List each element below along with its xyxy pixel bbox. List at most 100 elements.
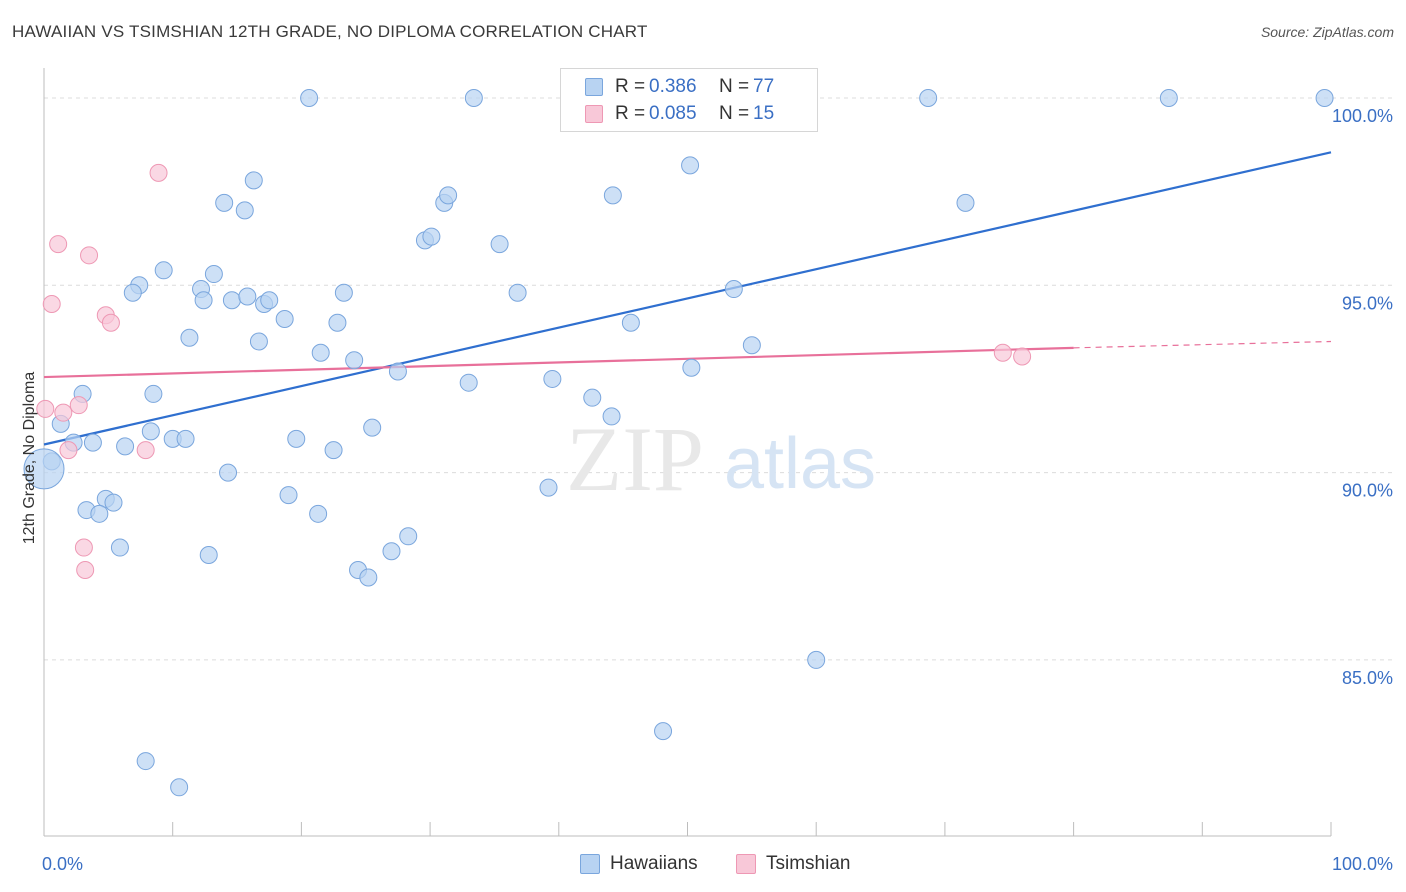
hawaiians-point: [742, 336, 761, 355]
series-swatch-hawaiians: [580, 854, 600, 874]
x-tick-label: 0.0%: [42, 854, 83, 874]
hawaiians-point: [334, 283, 353, 302]
hawaiians-point: [244, 171, 263, 190]
hawaiians-point: [603, 186, 622, 205]
hawaiians-point: [141, 422, 160, 441]
tsimshian-point: [80, 246, 99, 265]
legend-swatch-hawaiians: [585, 78, 603, 96]
tsimshian-point: [74, 538, 93, 557]
hawaiians-point: [194, 291, 213, 310]
hawaiians-point: [23, 448, 65, 490]
hawaiians-point: [328, 313, 347, 332]
y-tick-label: 95.0%: [1342, 293, 1393, 313]
hawaiians-point: [583, 388, 602, 407]
hawaiians-point: [724, 280, 743, 299]
tsimshian-point: [101, 313, 120, 332]
hawaiians-point: [807, 650, 826, 669]
hawaiians-point: [654, 722, 673, 741]
hawaiians-point: [490, 235, 509, 254]
tick-label-layer: 85.0% 90.0% 95.0% 100.0% 0.0% 100.0%: [42, 106, 1393, 874]
tsimshian-point: [59, 441, 78, 460]
series-name-hawaiians: Hawaiians: [610, 853, 698, 874]
x-tick-label: 100.0%: [1332, 854, 1393, 874]
hawaiians-point: [508, 283, 527, 302]
hawaiians-point: [1315, 88, 1334, 107]
hawaiians-point: [439, 186, 458, 205]
tsimshian-point: [149, 163, 168, 182]
hawaiians-point: [388, 362, 407, 381]
tsimshian-point: [36, 399, 55, 418]
y-tick-label: 85.0%: [1342, 668, 1393, 688]
hawaiians-point: [180, 328, 199, 347]
hawaiians-point: [956, 193, 975, 212]
tsimshian-point: [49, 235, 68, 254]
legend-n-value: 15: [753, 103, 775, 124]
hawaiians-trend-line: [43, 151, 1332, 446]
hawaiians-point: [123, 283, 142, 302]
hawaiians-point: [681, 156, 700, 175]
hawaiians-point: [309, 504, 328, 523]
hawaiians-point: [170, 778, 189, 797]
tsimshian-point: [42, 295, 61, 314]
points-layer: [23, 88, 1334, 797]
hawaiians-point: [176, 429, 195, 448]
hawaiians-point: [90, 504, 109, 523]
legend-r-value: 0.085: [649, 103, 697, 124]
hawaiians-point: [300, 88, 319, 107]
hawaiians-point: [543, 369, 562, 388]
watermark-zip: ZIP: [566, 408, 704, 510]
legend-n-value: 77: [753, 76, 775, 97]
trend-layer: [43, 151, 1332, 446]
hawaiians-point: [1159, 88, 1178, 107]
hawaiians-point: [539, 478, 558, 497]
y-tick-label: 90.0%: [1342, 481, 1393, 501]
series-swatch-tsimshian: [736, 854, 756, 874]
hawaiians-point: [136, 752, 155, 771]
hawaiians-point: [682, 358, 701, 377]
hawaiians-point: [275, 310, 294, 329]
legend-r-label: R =: [615, 76, 646, 97]
hawaiians-point: [249, 332, 268, 351]
legend-n-label: N =: [719, 103, 750, 124]
legend-n-label: N =: [719, 76, 750, 97]
hawaiians-point: [459, 373, 478, 392]
legend-row-tsimshian: R = 0.085 N = 15: [585, 103, 774, 125]
legend-swatch-tsimshian: [585, 105, 603, 123]
tsimshian-point: [136, 441, 155, 460]
hawaiians-point: [311, 343, 330, 362]
hawaiians-point: [110, 538, 129, 557]
hawaiians-point: [919, 88, 938, 107]
watermark: ZIP atlas: [566, 408, 876, 510]
hawaiians-point: [464, 88, 483, 107]
hawaiians-point: [154, 261, 173, 280]
tsimshian-point: [69, 396, 88, 415]
legend-r-label: R =: [615, 103, 646, 124]
hawaiians-point: [222, 291, 241, 310]
watermark-atlas: atlas: [724, 424, 876, 504]
hawaiians-point: [104, 493, 123, 512]
tsimshian-trend-extension: [1073, 340, 1332, 349]
y-tick-label: 100.0%: [1332, 106, 1393, 126]
hawaiians-point: [363, 418, 382, 437]
hawaiians-point: [399, 527, 418, 546]
hawaiians-point: [199, 546, 218, 565]
series-name-tsimshian: Tsimshian: [766, 853, 851, 874]
correlation-legend: R = 0.386 N = 77 R = 0.085 N = 15: [560, 68, 818, 132]
tsimshian-point: [1013, 347, 1032, 366]
series-legend-hawaiians: Hawaiians: [580, 852, 698, 876]
hawaiians-point: [279, 486, 298, 505]
hawaiians-point: [260, 291, 279, 310]
hawaiians-point: [359, 568, 378, 587]
hawaiians-point: [345, 351, 364, 370]
hawaiians-point: [204, 265, 223, 284]
hawaiians-point: [215, 193, 234, 212]
tsimshian-trend-line: [43, 346, 1074, 379]
legend-r-value: 0.386: [649, 76, 697, 97]
hawaiians-point: [144, 384, 163, 403]
hawaiians-point: [382, 542, 401, 561]
hawaiians-point: [621, 313, 640, 332]
hawaiians-point: [219, 463, 238, 482]
tsimshian-point: [76, 561, 95, 580]
source-label: Source: ZipAtlas.com: [1260, 24, 1394, 40]
